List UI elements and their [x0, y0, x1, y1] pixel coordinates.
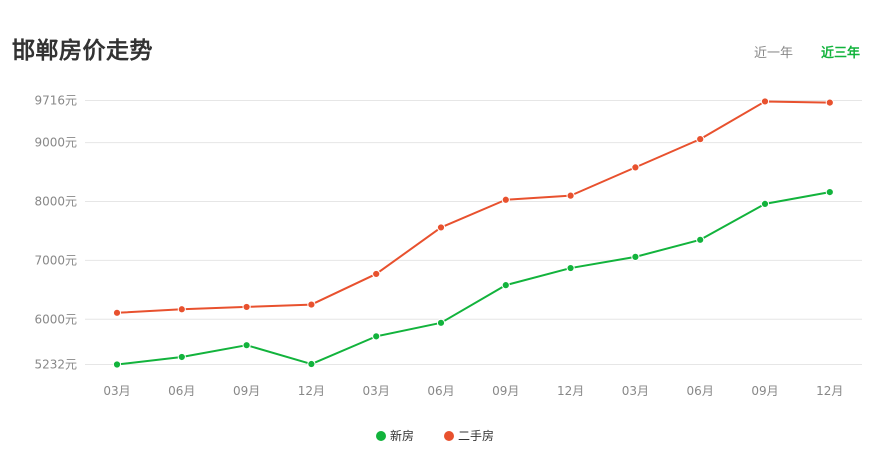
legend-marker-second-hand — [444, 430, 454, 441]
data-point — [177, 305, 186, 314]
data-point — [436, 223, 446, 232]
y-tick-label: 6000元 — [34, 312, 77, 326]
data-point — [436, 318, 446, 327]
legend-item-new-house[interactable]: 新房 — [375, 427, 414, 444]
x-tick-label: 12月 — [816, 384, 843, 398]
data-point — [566, 191, 575, 200]
data-point — [372, 332, 381, 341]
y-tick-label: 7000元 — [34, 253, 77, 267]
series-line-new-house — [116, 191, 830, 366]
x-tick-label: 03月 — [363, 384, 390, 398]
series-line-second-hand — [116, 100, 830, 314]
data-point — [112, 360, 122, 369]
data-point — [696, 235, 705, 244]
x-tick-label: 09月 — [751, 384, 778, 398]
data-point — [372, 269, 381, 279]
data-point — [177, 352, 186, 362]
data-point — [825, 188, 834, 197]
x-tick-label: 12月 — [557, 384, 584, 398]
data-point — [501, 195, 510, 204]
x-tick-label: 06月 — [427, 384, 454, 398]
data-point — [631, 252, 640, 261]
tab-three-years[interactable]: 近三年 — [820, 46, 860, 61]
x-tick-label: 03月 — [103, 384, 130, 398]
y-tick-label: 8000元 — [34, 195, 77, 209]
y-tick-label: 9000元 — [34, 136, 77, 150]
data-point — [760, 199, 770, 208]
x-tick-label: 06月 — [168, 384, 195, 398]
x-tick-label: 12月 — [298, 384, 325, 398]
data-point — [242, 302, 251, 312]
y-tick-label: 5232元 — [34, 358, 77, 372]
legend-marker-new-house — [375, 430, 386, 441]
data-point — [242, 341, 251, 350]
data-point — [825, 98, 834, 107]
data-point — [760, 97, 770, 106]
data-point — [307, 359, 316, 369]
data-point — [501, 281, 510, 290]
data-point — [307, 300, 316, 309]
y-tick-label: 9716元 — [34, 94, 77, 108]
data-point — [631, 163, 640, 172]
legend-label-second-hand: 二手房 — [458, 429, 495, 443]
data-point — [696, 135, 705, 144]
x-tick-label: 03月 — [622, 384, 649, 398]
legend-item-second-hand[interactable]: 二手房 — [444, 427, 494, 444]
chart-legend: 新房 二手房 — [0, 427, 870, 444]
x-tick-label: 06月 — [687, 384, 714, 398]
x-tick-label: 09月 — [233, 384, 260, 398]
legend-label-new-house: 新房 — [389, 429, 414, 443]
data-point — [112, 308, 122, 317]
price-trend-chart: 5232元 6000元 7000元 8000元 9000元 9716元 03月 06月 09月 1… — [34, 94, 862, 398]
data-point — [566, 263, 575, 273]
x-tick-label: 09月 — [492, 384, 519, 398]
time-range-tabs: 近一年 近三年 — [754, 42, 860, 61]
tab-one-year[interactable]: 近一年 — [753, 46, 793, 61]
page-title: 邯郸房价走势 — [12, 38, 153, 64]
